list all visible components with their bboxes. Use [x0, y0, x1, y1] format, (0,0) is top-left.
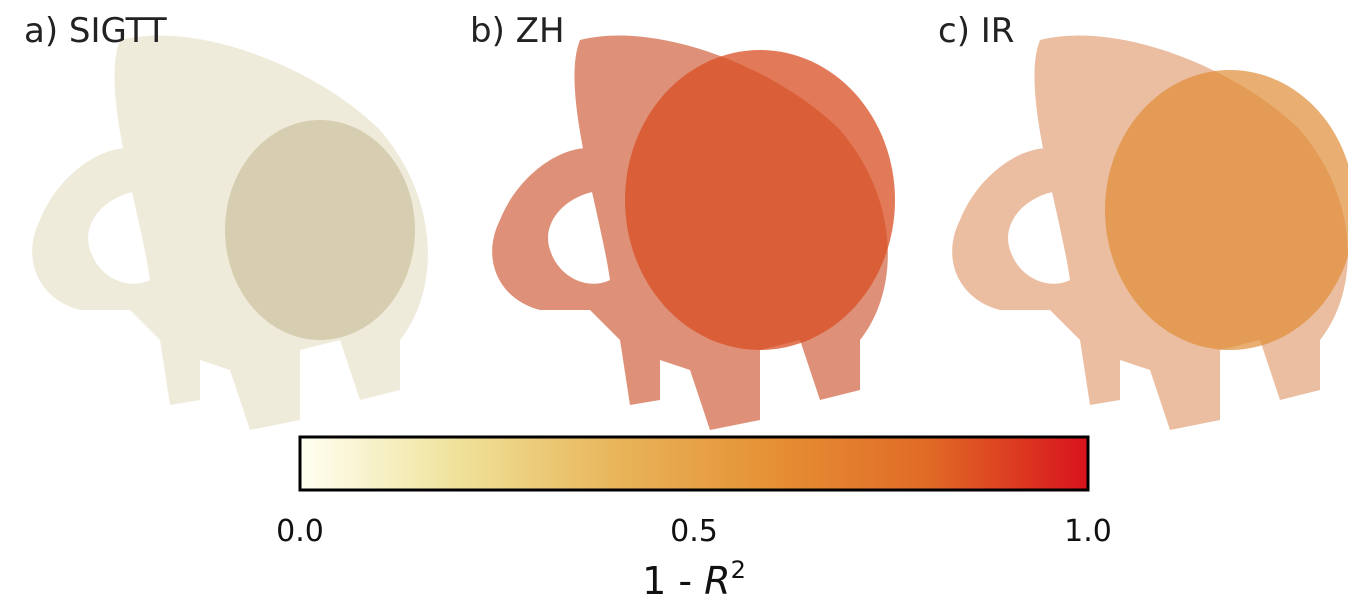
figure: a) SIGTT b) ZH c) IR 0.0 0.5 1.0 1 - R2 — [0, 0, 1348, 603]
tick-label: 0.5 — [670, 514, 718, 549]
colorbar-label: 1 - R2 — [642, 556, 746, 603]
panel-label: a) SIGTT — [24, 11, 167, 51]
volume-c — [952, 36, 1348, 430]
tick-label: 1.0 — [1064, 514, 1112, 549]
panel-label: c) IR — [938, 11, 1014, 51]
colorbar-ticks: 0.0 0.5 1.0 — [276, 514, 1112, 549]
label-exponent: 2 — [731, 556, 746, 584]
colorbar — [300, 437, 1088, 490]
volume-b — [492, 36, 895, 430]
label-symbol: R — [704, 559, 730, 603]
volume-a — [32, 36, 428, 430]
tick-label: 0.0 — [276, 514, 324, 549]
panel-label: b) ZH — [470, 11, 565, 51]
label-prefix: 1 - — [642, 559, 704, 603]
